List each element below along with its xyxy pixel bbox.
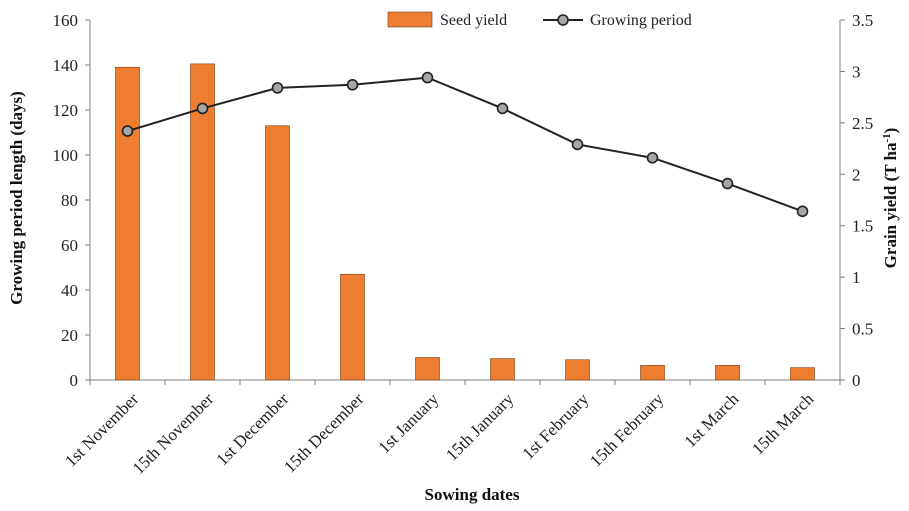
y-left-tick-label: 80 <box>61 191 78 210</box>
x-category-label: 1st January <box>374 389 442 457</box>
growing-period-point <box>496 102 509 115</box>
y-right-tick-label: 0 <box>852 371 861 390</box>
y-axis-right-title: Grain yield (T ha-1) <box>881 128 900 269</box>
bar-series <box>115 63 815 381</box>
growing-period-point <box>421 71 434 84</box>
y-left-tick-label: 100 <box>53 146 79 165</box>
y-right-tick-label: 2.5 <box>852 114 873 133</box>
x-axis-title: Sowing dates <box>425 485 520 504</box>
x-category-label: 1st November <box>61 389 142 470</box>
y-right-tick-label: 2 <box>852 165 861 184</box>
y-right-tick-label: 0.5 <box>852 320 873 339</box>
growing-period-point <box>196 102 209 115</box>
growing-period-point <box>121 125 134 137</box>
growing-period-point <box>571 138 584 151</box>
y-left-tick-label: 140 <box>53 56 79 75</box>
seed-yield-bar <box>790 367 815 381</box>
legend-growing-period-label: Growing period <box>590 12 692 29</box>
y-right-tick-label: 1.5 <box>852 217 873 236</box>
seed-yield-bar <box>490 358 515 381</box>
seed-yield-bar <box>415 357 440 381</box>
seed-yield-bar <box>265 125 290 381</box>
legend-seed-yield-label: Seed yield <box>440 12 507 29</box>
y-left-tick-label: 60 <box>61 236 78 255</box>
x-category-label: 1st February <box>518 389 592 463</box>
line-series <box>121 71 809 218</box>
seed-yield-bar <box>115 66 140 381</box>
seed-yield-bar <box>640 365 665 381</box>
x-category-label: 1st March <box>680 389 742 451</box>
x-category-label: 15th December <box>280 389 367 476</box>
x-category-label: 1st December <box>212 389 292 469</box>
seed-yield-bar <box>190 63 215 381</box>
legend-growing-period-marker <box>557 14 569 26</box>
y-left-tick-label: 0 <box>70 371 79 390</box>
y-right-tick-label: 1 <box>852 268 861 287</box>
seed-yield-bar <box>340 273 365 381</box>
legend-seed-yield-swatch <box>387 11 433 28</box>
y-left-tick-label: 40 <box>61 281 78 300</box>
y-left-tick-label: 120 <box>53 101 79 120</box>
seed-yield-bar <box>565 359 590 381</box>
growing-period-point <box>796 205 809 218</box>
legend: Seed yield Growing period <box>387 11 692 29</box>
growing-period-point <box>646 152 659 164</box>
axes: 0 20 40 60 80 100 120 140 160 0 0.5 1 1.5 2 2.5 3 3.5 1st… <box>53 11 874 478</box>
growing-period-point <box>721 177 734 190</box>
y-left-tick-label: 20 <box>61 326 78 345</box>
y-right-tick-label: 3 <box>852 62 861 81</box>
x-category-label: 15th February <box>586 389 668 471</box>
y-right-tick-label: 3.5 <box>852 11 873 30</box>
seed-yield-bar <box>715 365 740 381</box>
growing-period-point <box>271 82 284 94</box>
x-category-label: 15th March <box>748 389 818 459</box>
growing-period-line <box>127 76 803 213</box>
y-axis-left-title: Growing period length (days) <box>7 91 26 305</box>
y-left-tick-label: 160 <box>53 11 79 30</box>
growing-period-point <box>346 79 359 91</box>
x-category-label: 15th January <box>442 389 518 465</box>
x-category-label: 15th November <box>129 389 218 478</box>
